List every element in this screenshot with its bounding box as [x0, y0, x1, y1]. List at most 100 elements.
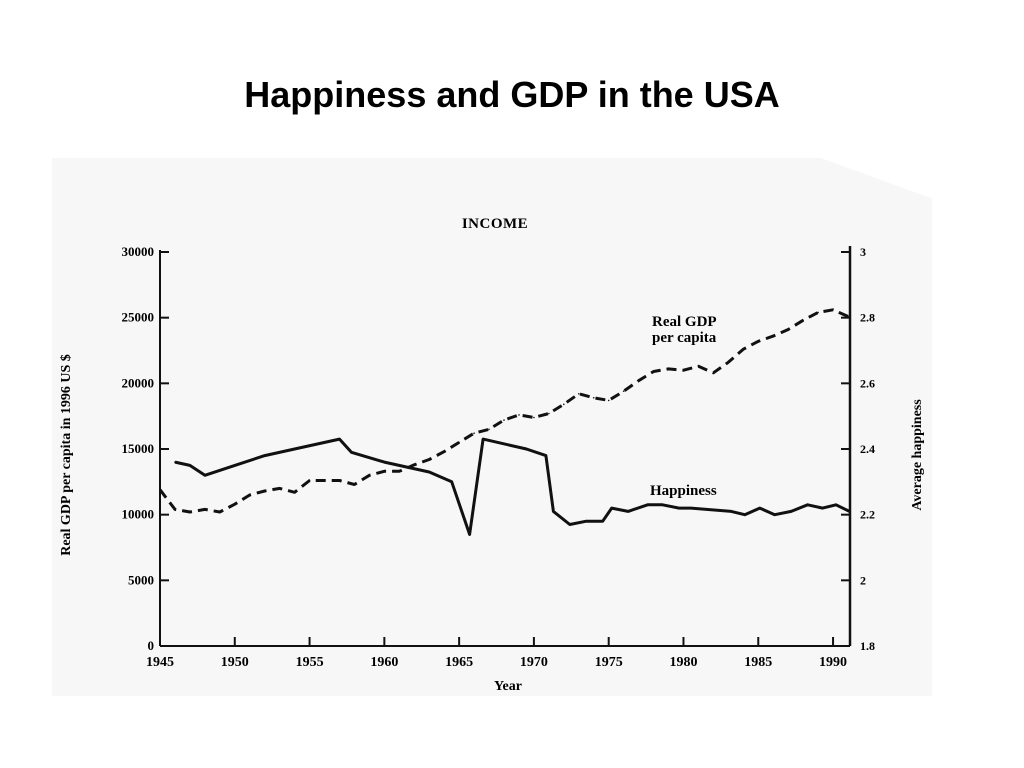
y-right-tick-label: 2.6 — [860, 376, 875, 390]
gdp-point — [338, 479, 341, 482]
x-tick-label: 1970 — [520, 655, 548, 670]
happiness-point — [525, 448, 528, 450]
gdp-point — [368, 474, 371, 477]
gdp-point — [263, 490, 266, 492]
chart-title: INCOME — [462, 216, 528, 232]
happiness-point — [661, 504, 664, 506]
happiness-point — [450, 481, 453, 483]
gdp-point — [293, 491, 296, 494]
gdp-series-label: Real GDP — [652, 314, 717, 330]
gdp-point — [323, 479, 326, 482]
gdp-point — [189, 511, 191, 513]
gdp-point — [308, 479, 311, 482]
y-axis-right-label: Average happiness — [910, 399, 925, 511]
scan-corner — [822, 158, 932, 218]
gdp-point — [563, 403, 565, 406]
gdp-line — [158, 308, 849, 514]
happiness-point — [678, 507, 680, 509]
gdp-point — [234, 503, 236, 506]
x-tick-label: 1975 — [595, 655, 623, 670]
happiness-point — [383, 461, 386, 463]
x-tick-label: 1945 — [146, 655, 174, 670]
happiness-point — [585, 520, 588, 522]
gdp-point — [637, 379, 640, 382]
happiness-point — [234, 464, 236, 467]
y-left-tick-label: 20000 — [122, 375, 155, 390]
gdp-point — [443, 450, 446, 453]
slide-title: Happiness and GDP in the USA — [244, 74, 780, 115]
gdp-point — [413, 464, 416, 466]
gdp-point — [488, 428, 490, 431]
y-right-tick-label: 3 — [860, 245, 866, 259]
gdp-point — [697, 365, 700, 368]
y-right-tick-label: 2.4 — [860, 442, 875, 456]
gdp-point — [503, 419, 505, 421]
x-tick-label: 1990 — [819, 655, 847, 670]
happiness-point — [627, 510, 629, 513]
happiness-point — [744, 513, 746, 516]
happiness-point — [848, 510, 851, 513]
gdp-point — [473, 432, 475, 435]
gdp-point — [548, 412, 550, 415]
gdp-point — [174, 508, 176, 511]
gdp-point — [832, 309, 834, 311]
happiness-point — [690, 507, 692, 509]
gdp-point — [592, 397, 595, 399]
happiness-point — [428, 471, 431, 473]
gdp-point — [772, 335, 774, 337]
gdp-point — [847, 315, 849, 318]
gdp-point — [742, 348, 745, 350]
happiness-point — [189, 464, 191, 467]
happiness-point — [174, 461, 176, 463]
gdp-point — [159, 488, 161, 491]
income-chart: INCOME Real GDP per capita in 1996 US $ … — [59, 216, 925, 694]
y-right-tick-label: 2 — [860, 573, 866, 587]
happiness-point — [468, 533, 471, 536]
gdp-point — [667, 368, 670, 370]
happiness-point — [204, 474, 206, 477]
gdp-point — [787, 328, 789, 331]
x-tick-label: 1955 — [296, 655, 324, 670]
y-left-tick-label: 0 — [148, 638, 155, 653]
gdp-series-label: per capita — [652, 330, 717, 346]
gdp-point — [652, 370, 655, 373]
happiness-point — [350, 451, 353, 454]
happiness-point — [806, 504, 809, 506]
happiness-point — [545, 454, 547, 457]
gdp-point — [278, 487, 281, 490]
happiness-point — [730, 510, 733, 513]
happiness-point — [773, 513, 776, 516]
happiness-point — [835, 504, 837, 506]
scanned-chart-background — [52, 158, 932, 696]
y-left-tick-label: 10000 — [122, 507, 155, 522]
happiness-line — [174, 437, 851, 536]
happiness-point — [293, 448, 296, 450]
gdp-point — [248, 494, 251, 496]
gdp-point — [578, 393, 580, 395]
gdp-point — [383, 470, 386, 473]
x-tick-label: 1985 — [744, 655, 772, 670]
happiness-point — [821, 507, 824, 509]
happiness-point — [790, 510, 792, 513]
gdp-point — [682, 369, 685, 371]
gdp-point — [398, 470, 401, 473]
gdp-point — [802, 319, 804, 322]
gdp-point — [353, 483, 356, 486]
y-left-tick-label: 30000 — [122, 244, 155, 259]
gdp-point — [757, 340, 760, 343]
happiness-series-label: Happiness — [650, 483, 717, 499]
gdp-point — [712, 372, 715, 374]
y-left-tick-label: 25000 — [122, 310, 155, 325]
happiness-point — [569, 523, 571, 526]
gdp-point — [204, 508, 206, 511]
happiness-point — [338, 438, 341, 440]
y-right-tick-label: 2.8 — [860, 311, 875, 325]
y-axis-left-label: Real GDP per capita in 1996 US $ — [59, 354, 74, 556]
happiness-point — [601, 520, 604, 522]
y-left-tick-label: 5000 — [128, 572, 154, 587]
y-right-tick-label: 2.2 — [860, 508, 875, 522]
y-left-tick-label: 15000 — [122, 441, 155, 456]
x-tick-label: 1965 — [445, 655, 473, 670]
happiness-point — [552, 510, 555, 513]
gdp-point — [219, 511, 221, 513]
